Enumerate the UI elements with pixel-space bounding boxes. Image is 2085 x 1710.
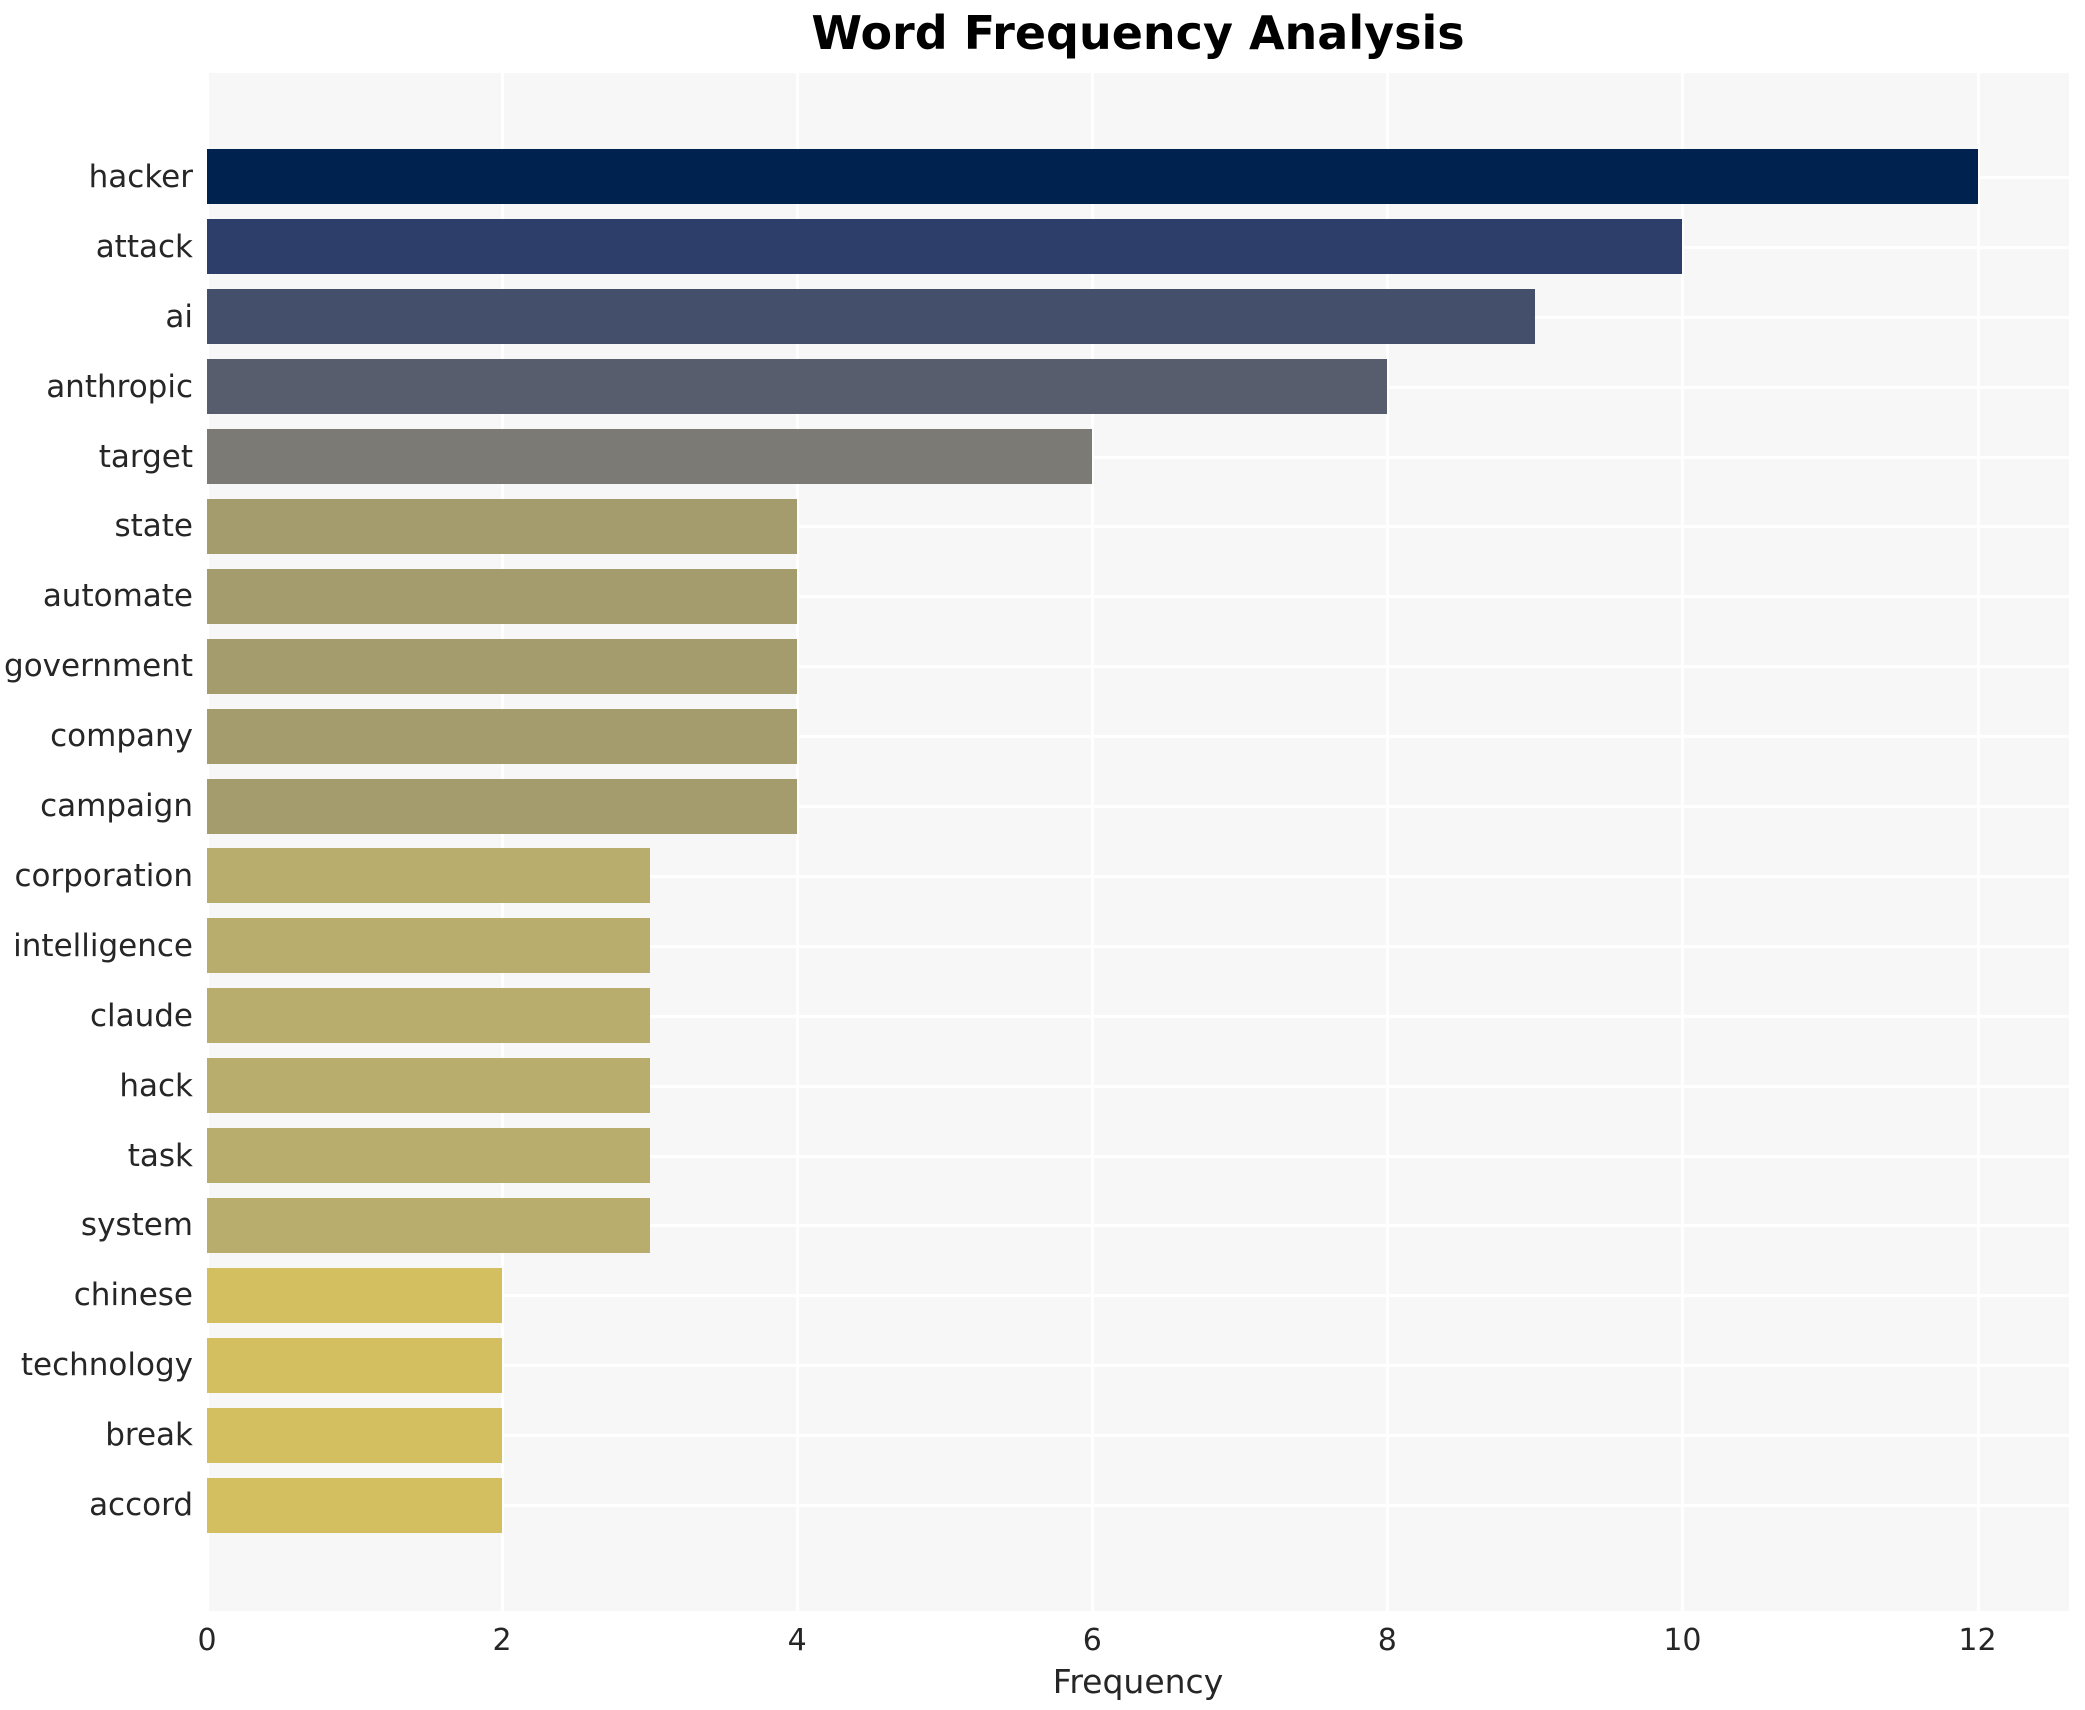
gridline-y-intelligence [207,944,2069,948]
bar-attack [207,219,1683,275]
bar-system [207,1197,650,1253]
category-label-intelligence: intelligence [13,927,193,964]
bar-hacker [207,149,1978,205]
x-tick-6: 6 [1082,1623,1102,1658]
x-tick-2: 2 [492,1623,512,1658]
gridline-x-6 [1091,73,1095,1611]
category-label-technology: technology [20,1347,193,1384]
bar-claude [207,988,650,1044]
gridline-y-automate [207,595,2069,599]
gridline-y-campaign [207,805,2069,809]
chart-title: Word Frequency Analysis [811,6,1465,60]
x-tick-8: 8 [1377,1623,1397,1658]
gridline-y-government [207,665,2069,669]
plot-area [206,73,2069,1611]
gridline-x-10 [1681,73,1685,1611]
category-label-claude: claude [89,997,193,1034]
x-tick-4: 4 [787,1623,807,1658]
bar-intelligence [207,918,650,974]
gridline-x-4 [796,73,800,1611]
bar-target [207,429,1093,485]
category-label-break: break [105,1417,193,1454]
category-label-task: task [127,1137,193,1174]
bar-state [207,498,798,554]
category-label-chinese: chinese [73,1277,193,1314]
gridline-x-8 [1386,73,1390,1611]
category-label-automate: automate [42,578,193,615]
bar-government [207,638,798,694]
category-label-system: system [80,1207,193,1244]
bar-task [207,1128,650,1184]
bar-break [207,1407,503,1463]
gridline-y-hack [207,1084,2069,1088]
bar-technology [207,1337,503,1393]
bar-anthropic [207,359,1388,415]
x-tick-0: 0 [197,1623,217,1658]
gridline-y-target [207,455,2069,459]
category-label-corporation: corporation [14,857,193,894]
category-label-hacker: hacker [88,158,193,195]
bar-company [207,708,798,764]
category-label-company: company [50,718,193,755]
gridline-y-task [207,1154,2069,1158]
category-label-government: government [4,648,193,685]
gridline-x-12 [1976,73,1980,1611]
gridline-y-accord [207,1504,2069,1508]
x-tick-10: 10 [1663,1623,1702,1658]
bar-corporation [207,848,650,904]
category-label-anthropic: anthropic [46,368,193,405]
gridline-y-corporation [207,874,2069,878]
gridline-y-state [207,525,2069,529]
gridline-x-0 [206,73,209,1611]
category-label-state: state [114,508,193,545]
gridline-y-company [207,735,2069,739]
category-label-attack: attack [95,228,193,265]
gridline-y-claude [207,1014,2069,1018]
gridline-y-break [207,1434,2069,1438]
gridline-x-2 [501,73,505,1611]
bar-accord [207,1477,503,1533]
category-label-accord: accord [89,1487,193,1524]
x-tick-12: 12 [1958,1623,1997,1658]
gridline-y-system [207,1224,2069,1228]
bar-campaign [207,778,798,834]
bar-automate [207,568,798,624]
category-label-hack: hack [119,1067,193,1104]
gridline-y-technology [207,1364,2069,1368]
category-label-ai: ai [165,298,193,335]
gridline-y-chinese [207,1294,2069,1298]
bar-chinese [207,1267,503,1323]
x-axis-title: Frequency [1052,1662,1224,1701]
category-label-campaign: campaign [40,788,193,825]
bar-ai [207,289,1535,345]
category-label-target: target [98,438,193,475]
bar-hack [207,1058,650,1114]
